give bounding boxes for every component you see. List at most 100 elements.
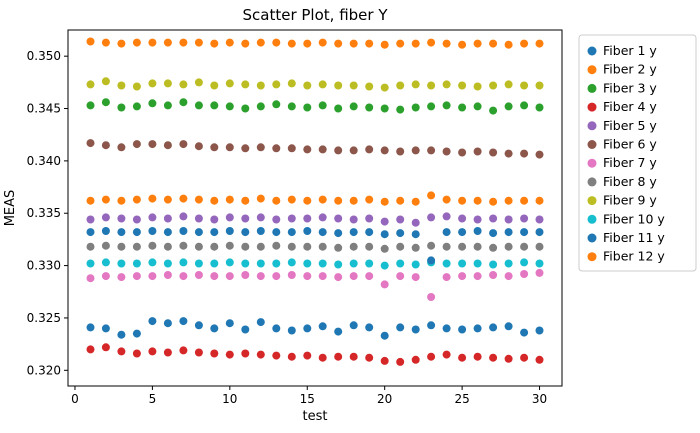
point-fiber-2-y xyxy=(148,38,157,47)
point-fiber-2-y xyxy=(272,38,281,47)
point-fiber-2-y xyxy=(163,38,172,47)
point-fiber-9-y xyxy=(86,80,95,89)
point-fiber-5-y xyxy=(365,214,374,223)
point-fiber-3-y xyxy=(365,103,374,112)
point-fiber-9-y xyxy=(365,82,374,91)
legend-label-fiber-10-y: Fiber 10 y xyxy=(603,211,665,226)
point-fiber-3-y xyxy=(225,102,234,111)
point-fiber-8-y xyxy=(101,241,110,250)
point-fiber-2-y xyxy=(256,38,265,47)
point-fiber-3-y xyxy=(117,103,126,112)
chart-title: Scatter Plot, fiber Y xyxy=(243,6,389,24)
point-fiber-7-y xyxy=(411,273,420,282)
point-fiber-1-y xyxy=(132,329,141,338)
point-fiber-7-y xyxy=(272,272,281,281)
point-fiber-7-y xyxy=(287,271,296,279)
point-fiber-3-y xyxy=(194,101,203,110)
point-fiber-6-y xyxy=(86,139,95,148)
point-fiber-1-y xyxy=(256,318,265,327)
point-fiber-5-y xyxy=(179,212,188,221)
point-fiber-4-y xyxy=(458,353,467,362)
point-fiber-9-y xyxy=(458,81,467,90)
point-fiber-2-y xyxy=(504,40,513,49)
point-fiber-6-y xyxy=(396,147,405,156)
point-fiber-9-y xyxy=(272,80,281,89)
legend-label-fiber-7-y: Fiber 7 y xyxy=(603,155,657,170)
point-fiber-1-y xyxy=(458,325,467,334)
point-fiber-8-y xyxy=(489,243,498,252)
point-fiber-4-y xyxy=(179,346,188,355)
point-fiber-10-y xyxy=(442,259,451,268)
x-tick-label: 0 xyxy=(71,392,79,406)
point-fiber-2-y xyxy=(411,39,420,48)
x-tick-label: 25 xyxy=(454,392,469,406)
point-fiber-7-y xyxy=(520,270,529,278)
point-fiber-6-y xyxy=(489,148,498,157)
point-fiber-6-y xyxy=(473,147,482,156)
point-fiber-6-y xyxy=(194,142,203,151)
point-fiber-3-y xyxy=(489,106,498,115)
point-fiber-7-y xyxy=(489,271,498,279)
point-fiber-9-y xyxy=(101,77,110,86)
point-fiber-6-y xyxy=(520,149,529,158)
point-fiber-1-y xyxy=(194,321,203,330)
legend-label-fiber-6-y: Fiber 6 y xyxy=(603,137,657,152)
point-fiber-7-y xyxy=(473,272,482,281)
point-fiber-7-y xyxy=(210,272,219,281)
point-fiber-4-y xyxy=(504,354,513,363)
point-fiber-6-y xyxy=(411,146,420,155)
y-tick-label: 0.345 xyxy=(27,102,61,116)
legend-label-fiber-4-y: Fiber 4 y xyxy=(603,99,657,114)
legend-label-fiber-2-y: Fiber 2 y xyxy=(603,62,657,77)
point-fiber-11-y xyxy=(132,228,141,237)
point-fiber-7-y xyxy=(179,272,188,281)
point-fiber-8-y xyxy=(303,242,312,251)
point-fiber-4-y xyxy=(163,348,172,357)
point-fiber-4-y xyxy=(489,353,498,362)
point-fiber-4-y xyxy=(101,343,110,352)
point-fiber-5-y xyxy=(442,212,451,221)
point-fiber-11-y xyxy=(349,228,358,237)
point-fiber-6-y xyxy=(334,146,343,155)
point-fiber-4-y xyxy=(86,345,95,354)
point-fiber-9-y xyxy=(256,81,265,90)
point-fiber-6-y xyxy=(380,146,389,155)
legend-marker-fiber-7-y xyxy=(587,158,597,168)
point-fiber-1-y xyxy=(442,324,451,333)
point-fiber-4-y xyxy=(303,351,312,360)
point-fiber-11-y xyxy=(334,229,343,238)
point-fiber-9-y xyxy=(225,79,234,88)
point-fiber-8-y xyxy=(179,241,188,250)
point-fiber-3-y xyxy=(132,102,141,111)
point-fiber-1-y xyxy=(318,322,327,331)
legend-label-fiber-9-y: Fiber 9 y xyxy=(603,193,657,208)
point-fiber-12-y xyxy=(210,196,219,205)
point-fiber-1-y xyxy=(101,324,110,333)
point-fiber-6-y xyxy=(148,140,157,149)
point-fiber-10-y xyxy=(86,259,95,268)
point-fiber-5-y xyxy=(132,215,141,224)
point-fiber-5-y xyxy=(272,215,281,224)
point-fiber-1-y xyxy=(163,319,172,328)
point-fiber-10-y xyxy=(117,259,126,268)
point-fiber-11-y xyxy=(380,230,389,239)
point-fiber-4-y xyxy=(225,350,234,359)
point-fiber-9-y xyxy=(132,82,141,91)
point-fiber-12-y xyxy=(349,196,358,205)
point-fiber-10-y xyxy=(520,258,529,267)
point-fiber-8-y xyxy=(287,242,296,251)
point-fiber-9-y xyxy=(334,81,343,90)
point-fiber-10-y xyxy=(194,259,203,268)
point-fiber-6-y xyxy=(256,143,265,152)
legend-box xyxy=(578,34,697,272)
point-fiber-10-y xyxy=(148,258,157,267)
point-fiber-11-y xyxy=(427,256,436,265)
point-fiber-11-y xyxy=(489,229,498,238)
point-fiber-10-y xyxy=(535,259,544,268)
point-fiber-5-y xyxy=(535,215,544,224)
point-fiber-11-y xyxy=(287,228,296,237)
point-fiber-4-y xyxy=(318,353,327,362)
point-fiber-6-y xyxy=(349,146,358,155)
point-fiber-12-y xyxy=(489,197,498,206)
